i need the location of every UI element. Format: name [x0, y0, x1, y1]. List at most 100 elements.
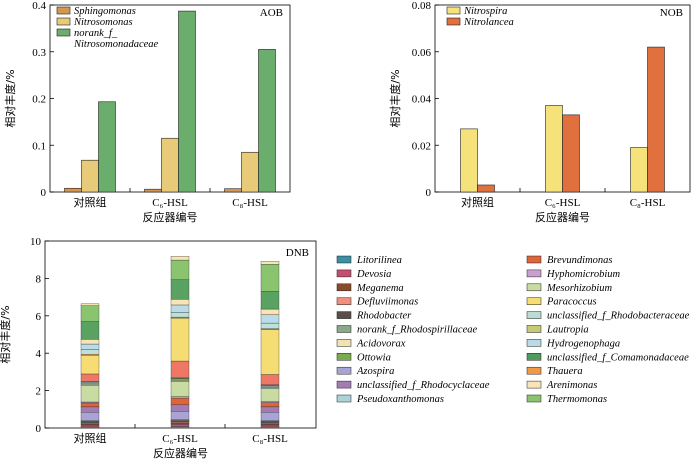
dnb-legend-swatch — [336, 380, 352, 389]
dnb-bar-segment — [260, 424, 280, 428]
dnb-bar-segment — [170, 405, 190, 412]
dnb-ytick-label: 10 — [30, 236, 42, 248]
dnb-legend-label: Devosia — [356, 269, 391, 280]
aob-x-axis-title: 反应器编号 — [143, 210, 198, 224]
dnb-bar-segment — [260, 314, 280, 324]
nob-bar — [562, 114, 580, 193]
dnb-bar-segment — [170, 259, 190, 280]
aob-ytick-label: 0.3 — [32, 47, 46, 59]
dnb-legend-swatch — [526, 325, 542, 333]
dnb-legend-label: unclassified_f_Rhodobacteraceae — [547, 311, 690, 322]
aob-legend-label: Sphingomonas — [74, 6, 136, 17]
dnb-legend-swatch — [336, 283, 352, 292]
aob-bar — [161, 137, 179, 193]
dnb-legend-swatch — [526, 394, 542, 403]
dnb-legend-swatch — [526, 339, 542, 347]
nob-bars — [460, 46, 665, 193]
dnb-legend-label: Defluviimonas — [356, 297, 418, 308]
dnb-bar-segment — [170, 317, 190, 362]
aob-bar — [144, 188, 162, 193]
dnb-bar-segment — [80, 355, 100, 375]
aob-ytick-label: 0.2 — [32, 94, 46, 106]
dnb-legend-label: Acidovorax — [356, 338, 406, 349]
dnb-legend-label: Thermomonas — [547, 394, 607, 405]
dnb-axes: 0 2 4 6 8 10 对照组 C₆-HSL C₈-HSL 反应器编号 相对丰度/% DNB — [0, 236, 317, 459]
dnb-bar-segment — [260, 407, 280, 413]
aob-axes: 0 0.1 0.2 0.3 0.4 对照组 C₆-HSL C₈-HSL 反应器编号 相对丰度/% A… — [3, 0, 291, 224]
aob-legend-swatch — [56, 28, 71, 37]
dnb-bar-segment — [170, 312, 190, 318]
dnb-legend-label: unclassified_f_Comamonadaceae — [547, 352, 689, 363]
nob-ytick-label: 0.08 — [412, 0, 432, 12]
dnb-y-axis-title: 相对丰度/% — [0, 305, 12, 363]
dnb-legend-label: norank_f_Rhodospirillaceae — [357, 325, 477, 336]
dnb-ytick-label: 0 — [36, 423, 42, 435]
dnb-legend-swatch — [336, 339, 352, 347]
dnb-bar-segment — [260, 412, 280, 421]
dnb-bar-segment — [260, 308, 280, 315]
dnb-legend-swatch — [336, 255, 352, 264]
aob-bars — [64, 10, 276, 193]
dnb-ytick-label: 8 — [36, 273, 42, 285]
dnb-legend-label: Rhodobacter — [356, 311, 412, 322]
dnb-legend-label: Litorilinea — [356, 255, 402, 266]
aob-category-label: 对照组 — [74, 195, 107, 209]
dnb-legend-label: Hyphomicrobium — [546, 269, 621, 280]
nob-category-label: 对照组 — [461, 195, 494, 209]
nob-ytick-label: 0.04 — [412, 94, 432, 106]
dnb-legend-label: Ottowia — [357, 352, 391, 363]
nob-x-axis-title: 反应器编号 — [535, 210, 590, 224]
dnb-legend-swatch — [336, 325, 352, 333]
dnb-bar-segment — [80, 373, 100, 382]
dnb-bar-segment — [260, 374, 280, 385]
dnb-bar-segment — [80, 321, 100, 340]
dnb-bar-segment — [80, 303, 100, 306]
dnb-bar-segment — [80, 402, 100, 407]
dnb-panel-label: DNB — [286, 247, 309, 259]
dnb-bar-segment — [170, 381, 190, 397]
dnb-bar-segment — [170, 304, 190, 313]
nob-legend-label: Nitrospira — [463, 6, 507, 17]
dnb-bar-segment — [260, 291, 280, 310]
dnb-bar-segment — [260, 264, 280, 292]
aob-ytick-label: 0 — [41, 187, 47, 199]
aob-bar — [241, 151, 259, 193]
nob-bar — [630, 147, 648, 193]
nob-bar — [647, 46, 665, 193]
aob-legend-label: norank_f_ — [74, 28, 118, 39]
dnb-bar-segment — [170, 279, 190, 300]
aob-panel-label: AOB — [260, 7, 283, 19]
dnb-ytick-label: 6 — [36, 311, 42, 323]
dnb-legend-swatch — [526, 311, 542, 319]
aob-legend-swatch — [56, 6, 71, 15]
aob-legend-swatch — [56, 17, 71, 26]
dnb-bar-segment — [80, 349, 100, 355]
dnb-ytick-label: 4 — [36, 348, 42, 360]
aob-category-label: C₆-HSL — [152, 197, 188, 209]
dnb-legend-swatch — [526, 255, 542, 264]
nob-ytick-label: 0 — [426, 187, 432, 199]
dnb-legend-label: Azospira — [356, 366, 394, 377]
dnb-legend-swatch — [336, 366, 352, 375]
dnb-legend-swatch — [336, 269, 352, 278]
aob-ytick-label: 0.1 — [32, 140, 46, 152]
dnb-legend-label: unclassified_f_Rhodocyclaceae — [357, 380, 490, 391]
dnb-bar-segment — [80, 343, 100, 350]
dnb-ytick-label: 2 — [36, 386, 42, 398]
nob-ytick-label: 0.06 — [412, 47, 432, 59]
dnb-legend-label: Pseudoxanthomonas — [356, 394, 444, 405]
aob-bar — [98, 101, 116, 193]
dnb-legend-label: Arenimonas — [546, 380, 597, 391]
dnb-legend-swatch — [336, 311, 352, 319]
dnb-bar-segment — [260, 329, 280, 375]
aob-bar — [178, 10, 196, 193]
dnb-category-label: C₈-HSL — [252, 433, 288, 445]
nob-category-label: C₈-HSL — [630, 197, 666, 209]
dnb-bar-segment — [170, 397, 190, 405]
nob-legend-label: Nitrolancea — [463, 17, 514, 28]
dnb-legend-swatch — [526, 353, 542, 361]
aob-legend: SphingomonasNitrosomonasnorank_f_Nitroso… — [56, 6, 159, 50]
dnb-bar-segment — [80, 424, 100, 428]
dnb-bars — [80, 256, 280, 429]
